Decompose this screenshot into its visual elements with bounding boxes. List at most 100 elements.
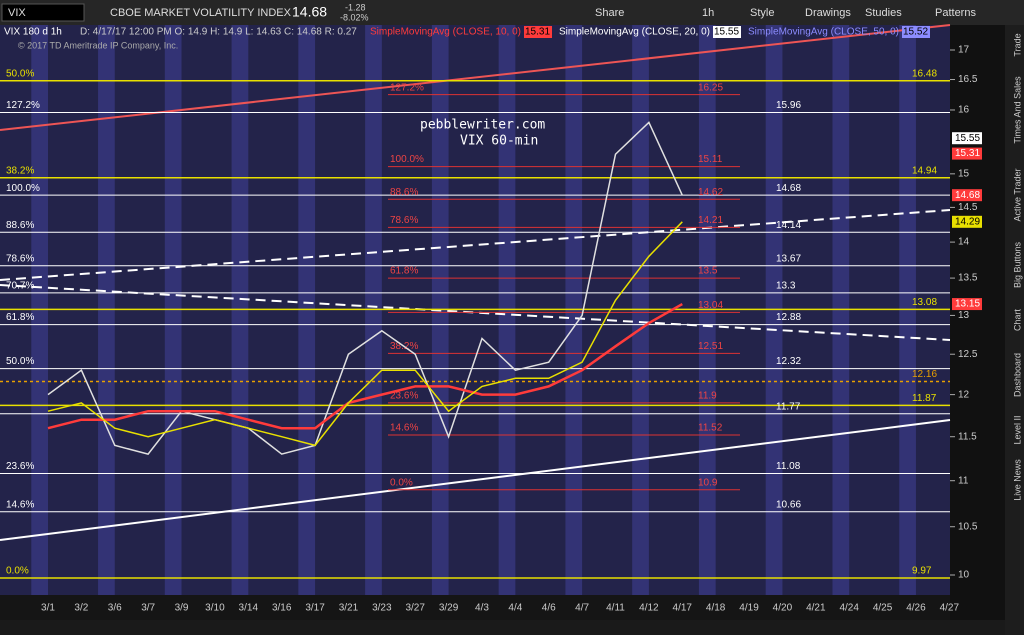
- fib-label: 50.0%: [6, 68, 34, 79]
- red-fib-label: 78.6%: [390, 215, 418, 226]
- price-tag-label: 15.55: [955, 133, 980, 144]
- sidebar-tab[interactable]: Big Buttons: [1012, 241, 1022, 288]
- y-tick-label: 15: [958, 168, 970, 179]
- x-tick-label: 4/25: [873, 603, 893, 614]
- sidebar-tab[interactable]: Dashboard: [1012, 353, 1022, 397]
- toolbar-button[interactable]: 1h: [702, 7, 714, 19]
- annotation: pebblewriter.com: [420, 118, 545, 133]
- red-level-label: 13.5: [698, 266, 718, 277]
- toolbar-button[interactable]: Patterns: [935, 7, 976, 19]
- change: -1.28: [345, 2, 366, 12]
- x-tick-label: 3/2: [74, 603, 88, 614]
- price-tag-label: 15.31: [955, 148, 980, 159]
- study-name: SimpleMovingAvg (CLOSE, 20, 0): [559, 27, 710, 38]
- ohlc: D: 4/17/17 12:00 PM O: 14.9 H: 14.9 L: 1…: [80, 27, 357, 38]
- level-label: 15.96: [776, 100, 801, 111]
- x-tick-label: 4/19: [739, 603, 759, 614]
- price-tag-label: 14.68: [955, 190, 980, 201]
- x-tick-label: 3/23: [372, 603, 392, 614]
- study-value: 15.52: [903, 27, 928, 38]
- red-fib-label: 61.8%: [390, 266, 418, 277]
- sidebar-tab[interactable]: Trade: [1012, 33, 1022, 56]
- level-label: 14.94: [912, 165, 937, 176]
- price-tag: [952, 298, 982, 311]
- level-label: 16.48: [912, 68, 937, 79]
- price-tag: [952, 215, 982, 228]
- level-label: 14.14: [776, 220, 801, 231]
- x-tick-label: 4/18: [706, 603, 726, 614]
- red-level-label: 14.62: [698, 187, 723, 198]
- red-level-label: 13.04: [698, 300, 723, 311]
- y-tick-label: 12: [958, 389, 970, 400]
- red-fib-label: 127.2%: [390, 82, 424, 93]
- study-value: 15.55: [714, 27, 739, 38]
- toolbar-button[interactable]: Share: [595, 7, 624, 19]
- sidebar-tab[interactable]: Level II: [1012, 415, 1022, 444]
- price-tag: [952, 132, 982, 145]
- y-tick-label: 14: [958, 237, 970, 248]
- toolbar-button[interactable]: Drawings: [805, 7, 851, 19]
- y-tick-label: 11.5: [958, 431, 977, 442]
- level-label: 12.16: [912, 369, 937, 380]
- level-label: 11.87: [912, 393, 937, 404]
- y-tick-label: 13.5: [958, 273, 978, 284]
- fib-label: 78.6%: [6, 253, 34, 264]
- x-tick-label: 3/7: [141, 603, 155, 614]
- sidebar-tab[interactable]: Active Trader: [1012, 168, 1022, 221]
- level-label: 9.97: [912, 566, 932, 577]
- x-tick-label: 4/24: [839, 603, 859, 614]
- red-fib-label: 88.6%: [390, 187, 418, 198]
- x-tick-label: 4/7: [575, 603, 589, 614]
- study-value-bg: [713, 26, 741, 38]
- red-fib-label: 0.0%: [390, 477, 413, 488]
- series-line: [47, 303, 683, 430]
- x-tick-label: 3/9: [175, 603, 189, 614]
- y-tick-label: 10.5: [958, 521, 978, 532]
- y-tick-label: 16: [958, 105, 970, 116]
- last-price: 14.68: [292, 4, 327, 20]
- sidebar-tab[interactable]: Chart: [1012, 309, 1022, 332]
- x-tick-label: 3/29: [439, 603, 459, 614]
- study-name: SimpleMovingAvg (CLOSE, 10, 0): [370, 27, 521, 38]
- fib-label: 0.0%: [6, 566, 29, 577]
- x-tick-label: 4/11: [606, 603, 625, 614]
- study-value-bg: [902, 26, 930, 38]
- level-label: 11.77: [776, 401, 801, 412]
- price-tag: [952, 189, 982, 202]
- symbol[interactable]: VIX: [8, 7, 26, 19]
- price-tag-label: 14.29: [955, 216, 980, 227]
- red-level-label: 12.51: [698, 341, 723, 352]
- level-label: 11.08: [776, 461, 801, 472]
- red-level-label: 15.11: [698, 154, 723, 165]
- y-tick-label: 13: [958, 310, 970, 321]
- toolbar-button[interactable]: Studies: [865, 7, 902, 19]
- x-tick-label: 3/17: [305, 603, 325, 614]
- toolbar-button[interactable]: Style: [750, 7, 774, 19]
- level-label: 12.32: [776, 356, 801, 367]
- red-fib-label: 23.6%: [390, 391, 418, 402]
- description: CBOE MARKET VOLATILITY INDEX: [110, 7, 292, 19]
- level-label: 13.67: [776, 253, 801, 264]
- annotation: VIX 60-min: [460, 134, 538, 149]
- x-tick-label: 3/10: [205, 603, 225, 614]
- level-label: 12.88: [776, 312, 801, 323]
- red-level-label: 16.25: [698, 82, 723, 93]
- x-tick-label: 4/3: [475, 603, 489, 614]
- x-tick-label: 4/12: [639, 603, 659, 614]
- symbol-box[interactable]: [1, 3, 85, 22]
- study-value: 15.31: [525, 27, 550, 38]
- x-tick-label: 4/27: [940, 603, 960, 614]
- y-tick-label: 11: [958, 475, 969, 486]
- sidebar-tab[interactable]: Live News: [1012, 459, 1022, 501]
- x-tick-label: 3/27: [405, 603, 425, 614]
- x-tick-label: 4/21: [806, 603, 826, 614]
- x-tick-label: 4/4: [508, 603, 522, 614]
- x-tick-label: 4/17: [673, 603, 693, 614]
- trend-line: [0, 284, 951, 341]
- fib-label: 38.2%: [6, 165, 34, 176]
- fib-label: 23.6%: [6, 461, 34, 472]
- price-tag-label: 13.15: [955, 299, 980, 310]
- sidebar-tab[interactable]: Times And Sales: [1012, 76, 1022, 144]
- red-level-label: 14.21: [698, 215, 723, 226]
- x-tick-label: 4/6: [542, 603, 556, 614]
